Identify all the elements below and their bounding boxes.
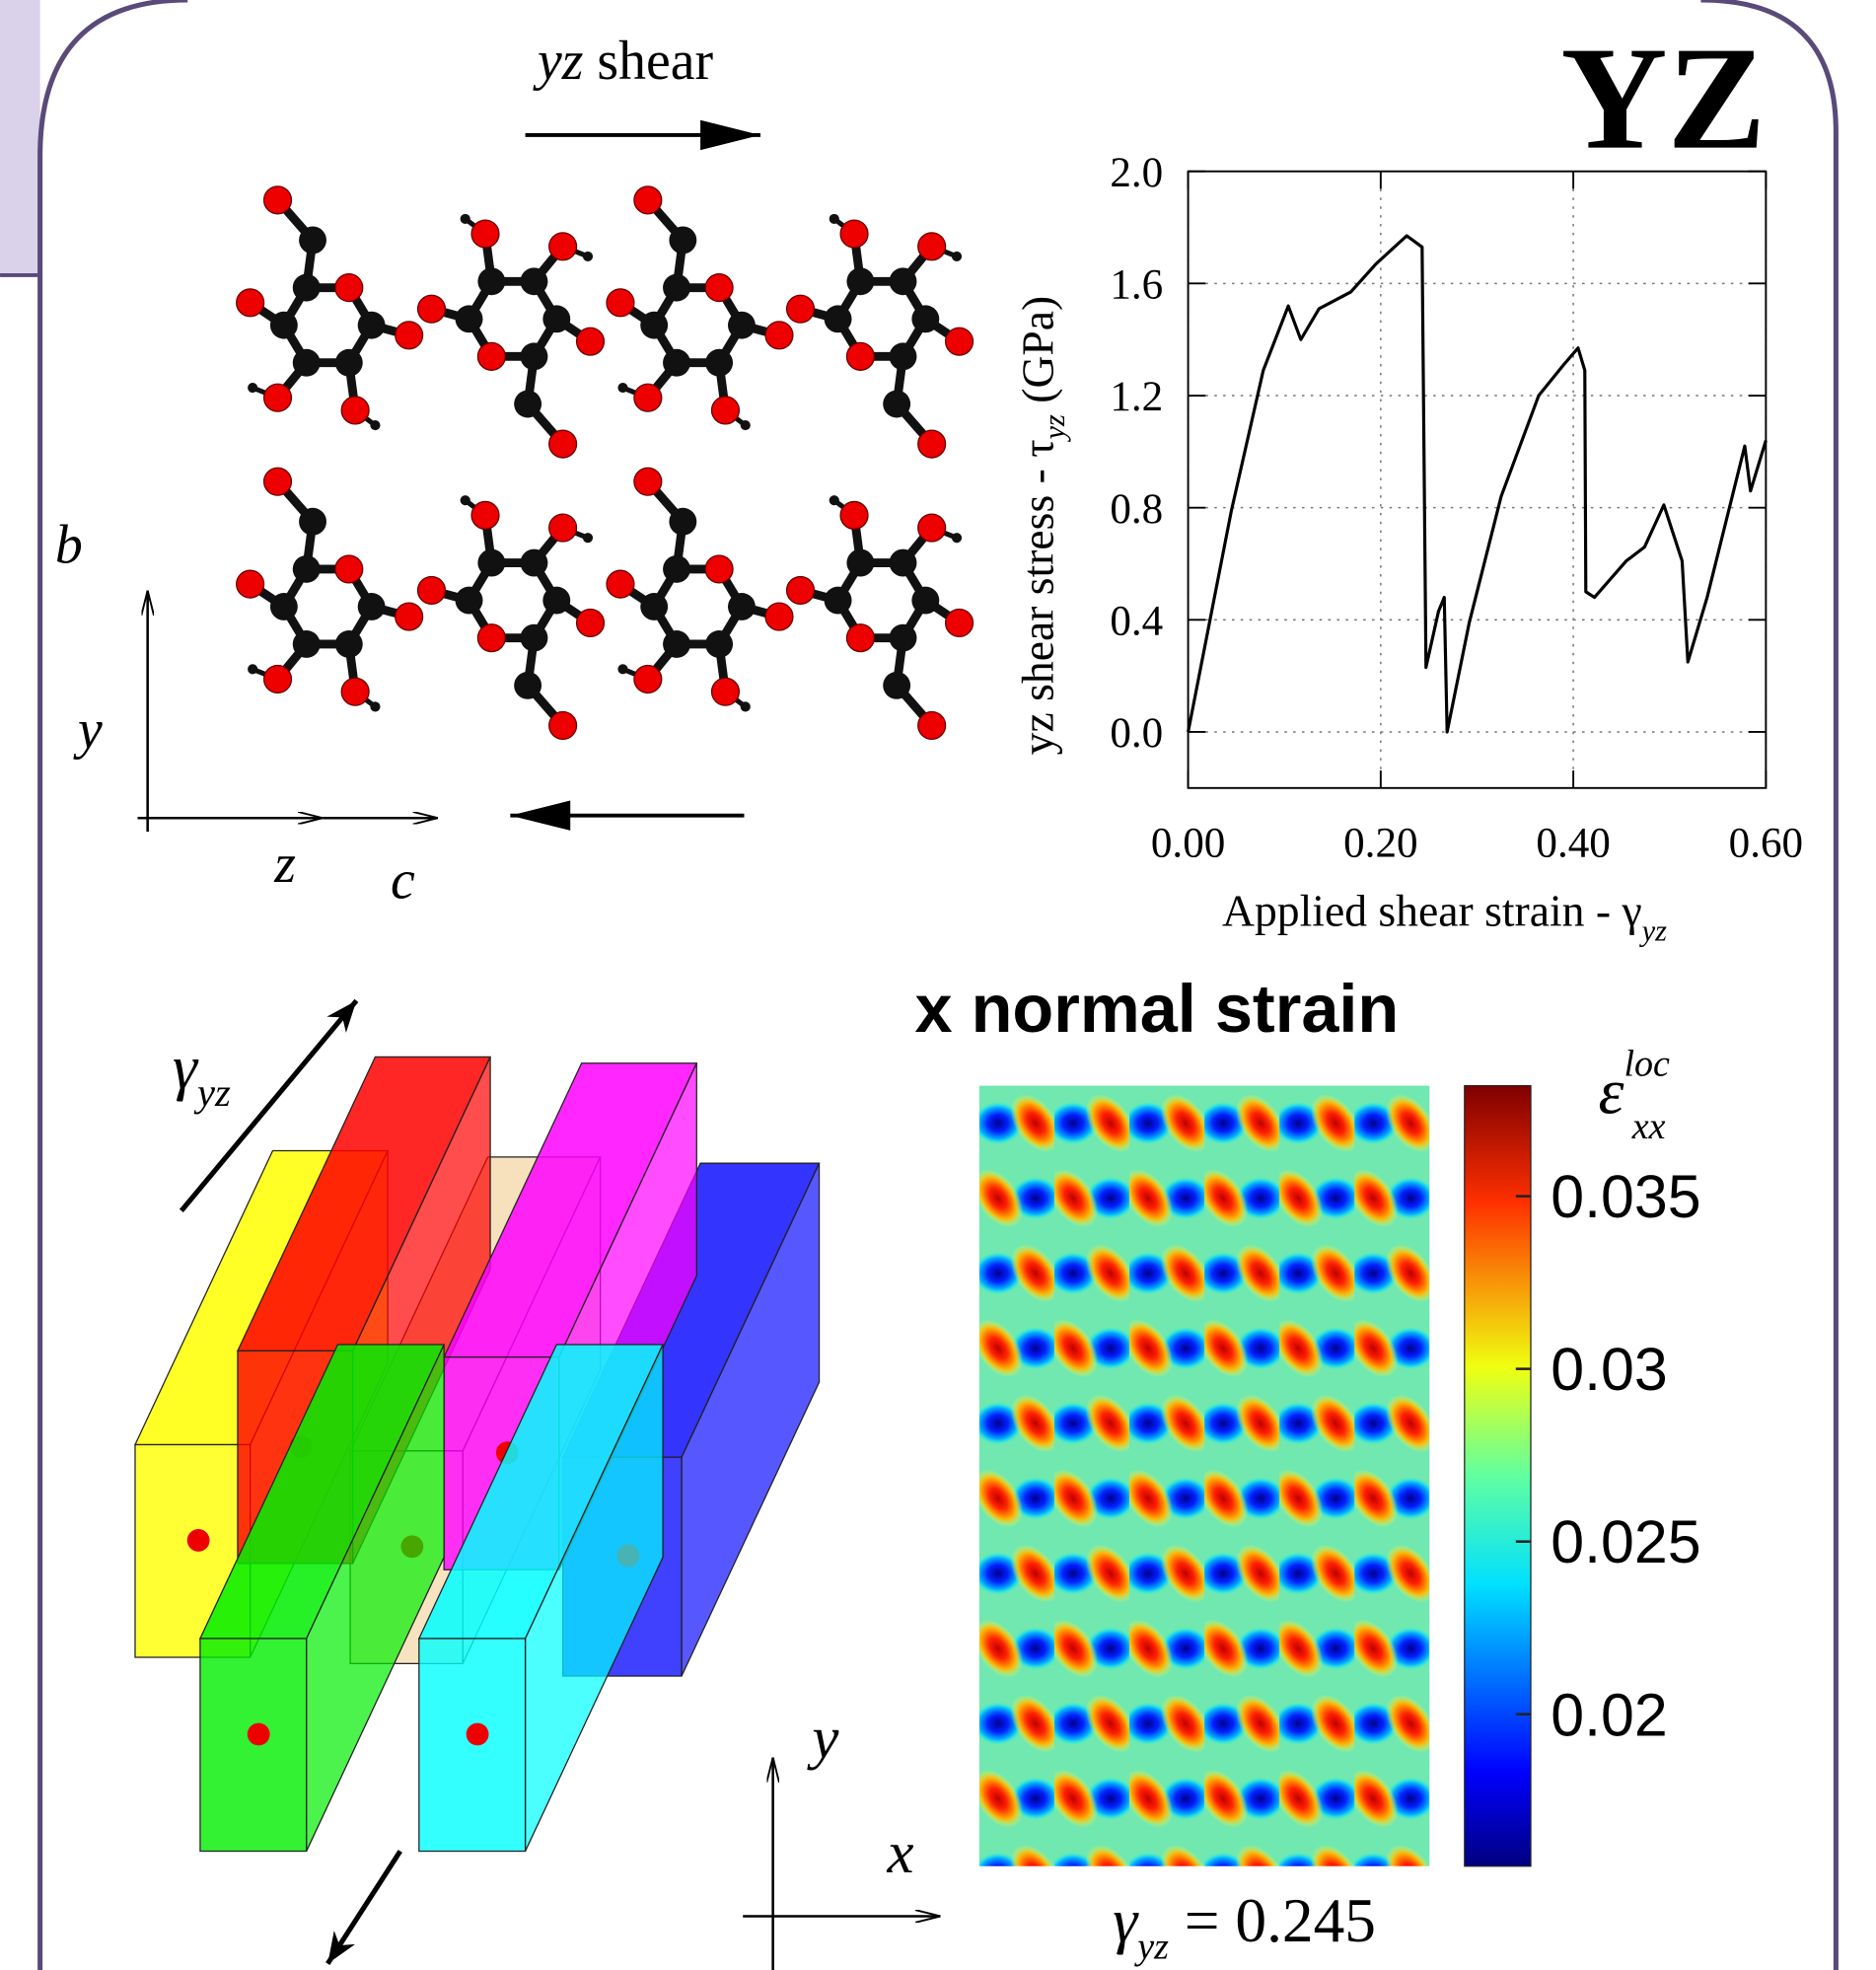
block-front bbox=[419, 1639, 526, 1852]
y-axis-label-subscript: yz bbox=[1038, 414, 1071, 443]
stress-curve bbox=[1189, 236, 1767, 732]
heatmap-field bbox=[979, 1086, 1429, 1866]
axis-label-c: c bbox=[391, 849, 415, 911]
panel-title: YZ bbox=[1560, 18, 1766, 181]
shear-label: yz shear bbox=[533, 31, 714, 92]
colorbar-superscript: loc bbox=[1623, 1043, 1670, 1084]
colorbar-tick-label: 0.03 bbox=[1551, 1336, 1667, 1403]
y-tick-label: 0.0 bbox=[1110, 710, 1163, 757]
x-tick-label: 0.60 bbox=[1729, 821, 1803, 867]
shear-label-italic: yz bbox=[533, 31, 583, 92]
y-tick-label: 1.2 bbox=[1110, 374, 1163, 420]
frame-border-right bbox=[1700, 0, 1836, 1970]
molecule-chains bbox=[237, 186, 974, 739]
frame-tab bbox=[0, 0, 40, 275]
x-tick-label: 0.20 bbox=[1343, 821, 1417, 867]
axis-label-b: b bbox=[55, 515, 83, 576]
x-axis-label-subscript: yz bbox=[1639, 913, 1668, 947]
strain-arrow-down bbox=[327, 1852, 400, 1964]
block-front bbox=[200, 1639, 307, 1852]
colorbar-tick-label: 0.025 bbox=[1551, 1508, 1700, 1575]
heatmap-caption: γyz = 0.245 bbox=[1113, 1886, 1376, 1968]
y-tick-label: 0.4 bbox=[1110, 599, 1163, 645]
strain-label: γyz bbox=[173, 1033, 231, 1115]
plot-frame bbox=[1189, 172, 1767, 788]
colorbar-subscript: xx bbox=[1631, 1106, 1666, 1147]
y-axis-label-unit: (GPa) bbox=[1013, 296, 1063, 414]
model-axis-x-label: x bbox=[886, 1820, 913, 1886]
atom bbox=[248, 1723, 270, 1746]
y-axis-label: yz shear stress - τyz (GPa) bbox=[1013, 296, 1071, 756]
y-tick-label: 2.0 bbox=[1110, 150, 1163, 196]
strain-label-symbol: γ bbox=[173, 1033, 199, 1102]
colorbar-label: εloc xx bbox=[1598, 1043, 1670, 1146]
axis-label-z: z bbox=[273, 834, 296, 895]
colorbar-tick-label: 0.035 bbox=[1551, 1163, 1700, 1230]
y-tick-label: 0.8 bbox=[1110, 486, 1163, 533]
shear-label-text: shear bbox=[597, 31, 713, 92]
heatmap-title: x normal strain bbox=[915, 971, 1400, 1047]
figure: YZ yz shear b y z c 0.00.40.81.21.62.00.… bbox=[0, 0, 1876, 1970]
x-tick-label: 0.40 bbox=[1536, 821, 1610, 867]
model-axis-y-label: y bbox=[806, 1705, 839, 1771]
colorbar-ticks: 0.02 0.025 0.03 0.035 bbox=[1516, 1163, 1701, 1748]
caption-symbol: γ bbox=[1113, 1886, 1139, 1955]
atom bbox=[467, 1723, 489, 1746]
x-axis-label: Applied shear strain - γyz bbox=[1222, 885, 1667, 947]
strain-label-subscript: yz bbox=[193, 1070, 231, 1115]
colorbar bbox=[1465, 1086, 1531, 1866]
colorbar-tick-label: 0.02 bbox=[1551, 1681, 1667, 1748]
colorbar-symbol: ε bbox=[1598, 1056, 1623, 1128]
page: {"header": {"title": "YZ"}, "structure_p… bbox=[0, 0, 1876, 1970]
fiber-blocks bbox=[135, 1057, 820, 1851]
x-tick-label: 0.00 bbox=[1151, 821, 1225, 867]
caption-text: = 0.245 bbox=[1169, 1886, 1376, 1955]
x-axis-label-text: Applied shear strain - γ bbox=[1222, 885, 1642, 935]
y-tick-label: 1.6 bbox=[1110, 262, 1163, 309]
frame-border-left bbox=[40, 0, 188, 1970]
caption-subscript: yz bbox=[1133, 1927, 1169, 1968]
atom bbox=[187, 1529, 210, 1552]
stress-strain-chart: 0.0 0.4 0.8 1.2 1.6 2.0 0.00 0.20 0.40 0.60 bbox=[1110, 150, 1803, 867]
y-axis-label-text: yz shear stress - τ bbox=[1013, 439, 1063, 755]
axis-label-y: y bbox=[73, 699, 103, 761]
